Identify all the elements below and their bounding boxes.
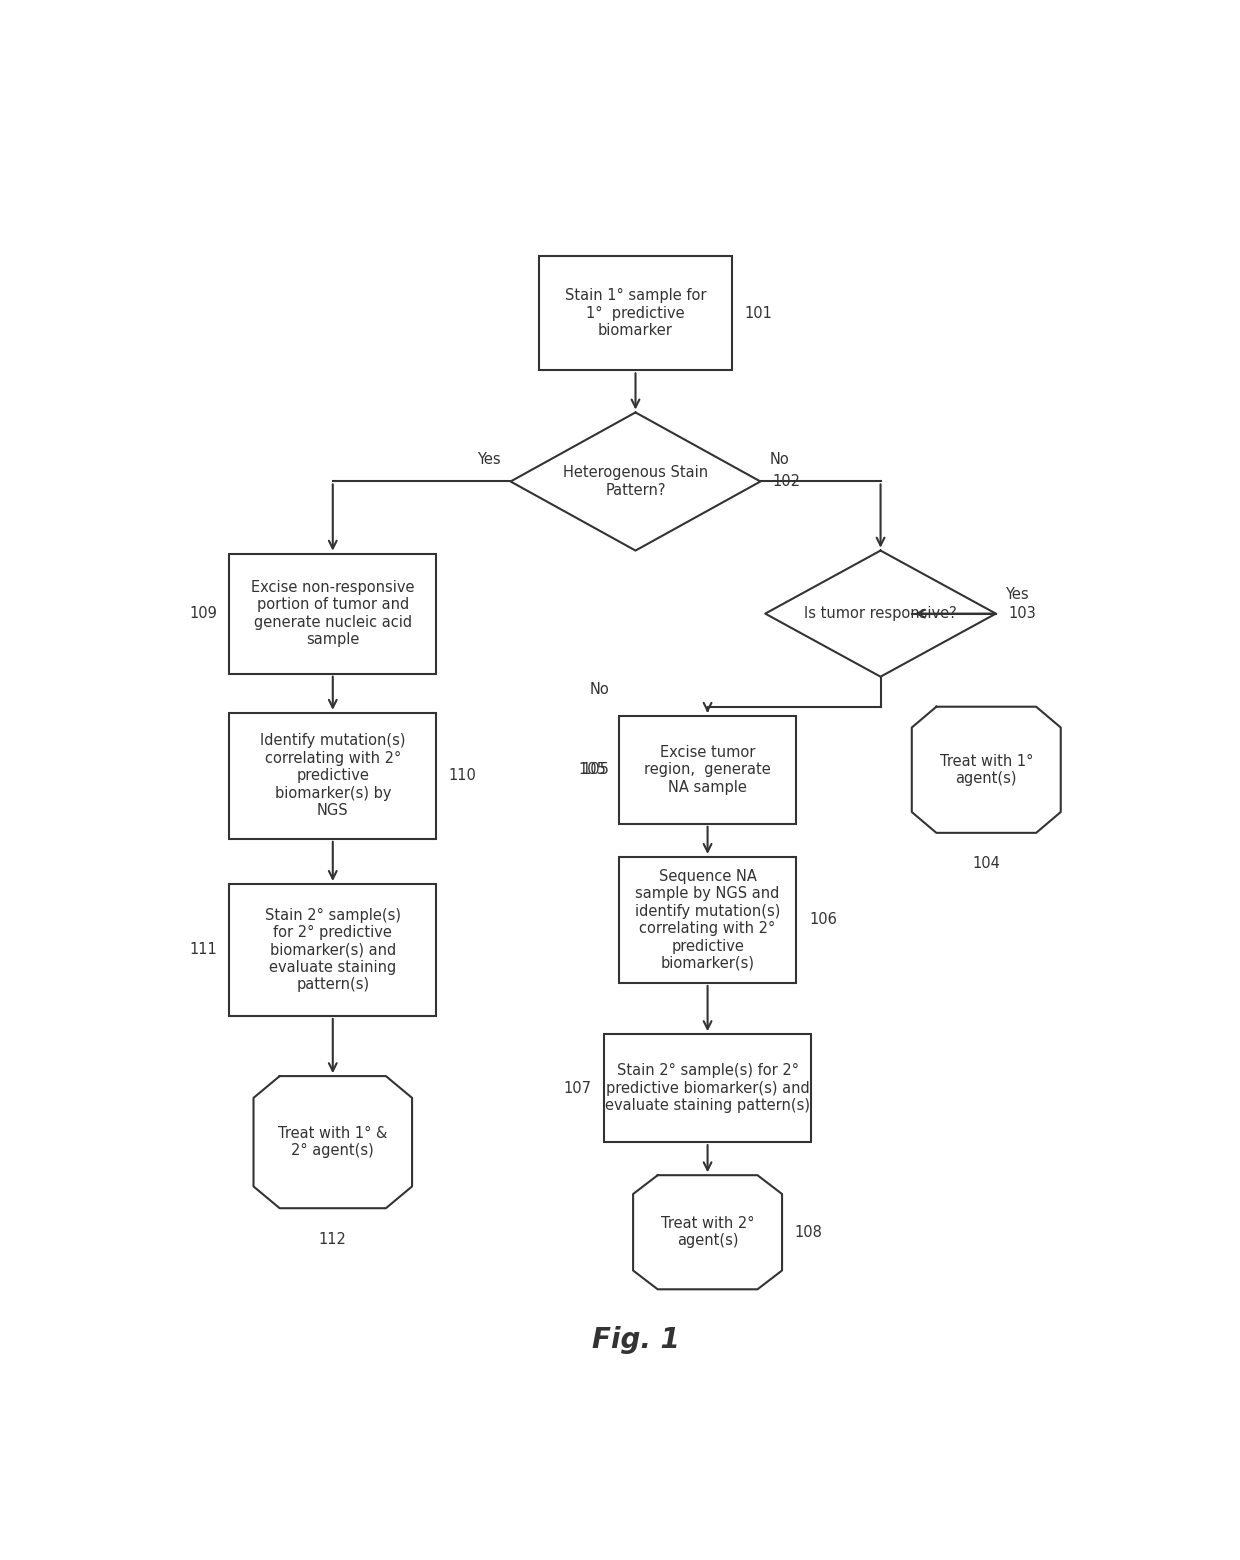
Text: 109: 109 bbox=[190, 607, 217, 621]
Text: Yes: Yes bbox=[1006, 587, 1029, 602]
Text: 104: 104 bbox=[972, 856, 1001, 872]
Text: Stain 1° sample for
1°  predictive
biomarker: Stain 1° sample for 1° predictive biomar… bbox=[564, 289, 707, 339]
Text: Sequence NA
sample by NGS and
identify mutation(s)
correlating with 2°
predictiv: Sequence NA sample by NGS and identify m… bbox=[635, 869, 780, 970]
Bar bbox=[229, 554, 436, 674]
Text: Excise tumor
region,  generate
NA sample: Excise tumor region, generate NA sample bbox=[645, 744, 771, 794]
Text: Yes: Yes bbox=[477, 452, 501, 466]
Polygon shape bbox=[253, 1076, 412, 1207]
Polygon shape bbox=[634, 1175, 782, 1289]
Text: Stain 2° sample(s) for 2°
predictive biomarker(s) and
evaluate staining pattern(: Stain 2° sample(s) for 2° predictive bio… bbox=[605, 1064, 810, 1112]
Text: 110: 110 bbox=[449, 768, 476, 783]
Polygon shape bbox=[911, 707, 1060, 833]
Text: 108: 108 bbox=[795, 1225, 822, 1240]
Text: 107: 107 bbox=[564, 1081, 591, 1095]
Text: Heterogenous Stain
Pattern?: Heterogenous Stain Pattern? bbox=[563, 465, 708, 498]
Text: No: No bbox=[589, 682, 609, 697]
Bar bbox=[539, 256, 732, 370]
Bar bbox=[604, 1034, 811, 1142]
Polygon shape bbox=[511, 412, 760, 551]
Text: 102: 102 bbox=[773, 474, 801, 488]
Text: Fig. 1: Fig. 1 bbox=[591, 1326, 680, 1354]
Text: Treat with 1° &
2° agent(s): Treat with 1° & 2° agent(s) bbox=[278, 1126, 387, 1159]
Text: Stain 2° sample(s)
for 2° predictive
biomarker(s) and
evaluate staining
pattern(: Stain 2° sample(s) for 2° predictive bio… bbox=[265, 908, 401, 992]
Bar bbox=[229, 885, 436, 1016]
Text: 103: 103 bbox=[1008, 607, 1037, 621]
Polygon shape bbox=[765, 551, 996, 677]
Text: No: No bbox=[770, 452, 790, 466]
Text: 111: 111 bbox=[190, 942, 217, 958]
Text: 112: 112 bbox=[319, 1232, 347, 1246]
Text: 106: 106 bbox=[808, 913, 837, 928]
Text: Treat with 1°
agent(s): Treat with 1° agent(s) bbox=[940, 753, 1033, 786]
Text: Treat with 2°
agent(s): Treat with 2° agent(s) bbox=[661, 1217, 754, 1248]
Text: Excise non-responsive
portion of tumor and
generate nucleic acid
sample: Excise non-responsive portion of tumor a… bbox=[250, 580, 414, 647]
Text: 101: 101 bbox=[744, 306, 773, 321]
Bar bbox=[229, 713, 436, 839]
Bar bbox=[619, 856, 796, 983]
Text: 105: 105 bbox=[578, 763, 606, 777]
Text: 105: 105 bbox=[582, 763, 609, 777]
Text: Identify mutation(s)
correlating with 2°
predictive
biomarker(s) by
NGS: Identify mutation(s) correlating with 2°… bbox=[260, 733, 405, 817]
Bar bbox=[619, 716, 796, 824]
Text: Is tumor responsive?: Is tumor responsive? bbox=[805, 607, 957, 621]
